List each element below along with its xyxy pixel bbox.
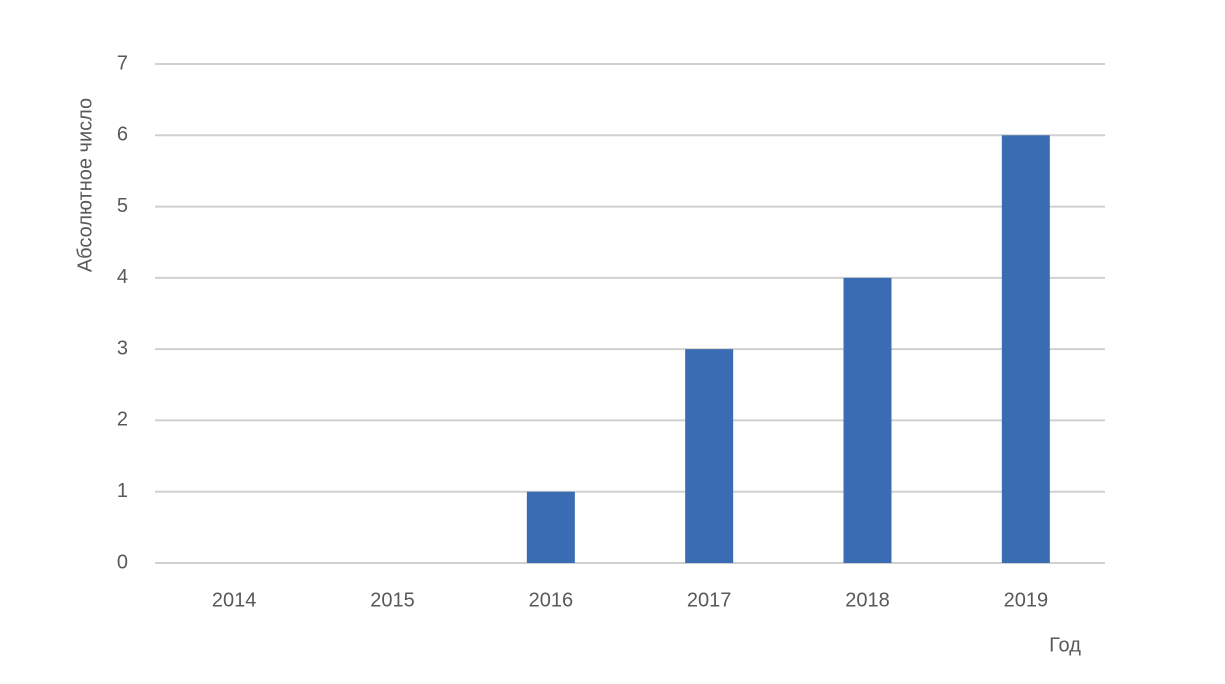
x-tick-label: 2016 xyxy=(529,589,574,611)
y-tick-label: 0 xyxy=(117,551,128,573)
y-tick-label: 7 xyxy=(117,52,128,74)
y-tick-label: 5 xyxy=(117,195,128,217)
x-tick-label: 2019 xyxy=(1004,589,1049,611)
y-tick-label: 3 xyxy=(117,337,128,359)
bar xyxy=(685,349,734,563)
x-tick-label: 2018 xyxy=(845,589,890,611)
y-tick-label: 2 xyxy=(117,409,128,431)
bar xyxy=(843,277,892,563)
y-tick-label: 1 xyxy=(117,480,128,502)
x-axis-label: Год xyxy=(1049,634,1081,656)
x-tick-label: 2014 xyxy=(212,589,257,611)
y-axis-label: Абсолютное число xyxy=(74,98,96,272)
y-tick-label: 6 xyxy=(117,124,128,146)
y-tick-label: 4 xyxy=(117,266,128,288)
bar xyxy=(526,491,575,563)
x-tick-label: 2017 xyxy=(687,589,732,611)
bar xyxy=(1001,135,1050,564)
x-tick-label: 2015 xyxy=(370,589,415,611)
